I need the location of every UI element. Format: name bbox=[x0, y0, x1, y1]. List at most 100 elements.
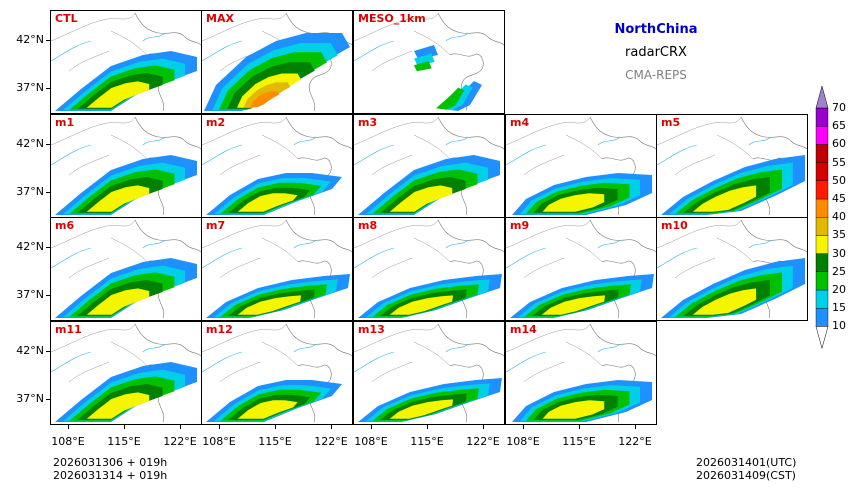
panel-label: m12 bbox=[206, 323, 233, 336]
panel-label: m13 bbox=[358, 323, 385, 336]
colorbar-level-label: 65 bbox=[832, 119, 846, 133]
latitude-tick-label: 42°N bbox=[16, 33, 44, 46]
province-border bbox=[506, 219, 603, 279]
longitude-tick-label: 108°E bbox=[354, 435, 388, 448]
reflectivity-area bbox=[389, 399, 454, 419]
reflectivity-area bbox=[86, 288, 150, 315]
longitude-tick bbox=[219, 425, 220, 429]
river bbox=[51, 239, 166, 269]
colorbar-level-label: 40 bbox=[832, 210, 846, 224]
panel-label: m11 bbox=[55, 323, 82, 336]
init-time-block: 2026031306 + 019h 2026031314 + 019h bbox=[53, 456, 167, 482]
region-title: NorthChina bbox=[614, 22, 698, 37]
radar-map bbox=[51, 116, 201, 216]
longitude-tick-label: 122°E bbox=[314, 435, 348, 448]
radar-map bbox=[354, 323, 504, 423]
longitude-tick-label: 115°E bbox=[410, 435, 444, 448]
panel-label: m10 bbox=[661, 219, 688, 232]
longitude-tick-label: 108°E bbox=[51, 435, 85, 448]
river bbox=[202, 343, 317, 373]
colorbar-level-label: 60 bbox=[832, 137, 846, 151]
province-border bbox=[506, 116, 603, 176]
panel-m4: m4 bbox=[505, 114, 657, 218]
river bbox=[354, 239, 469, 269]
panel-label: m4 bbox=[510, 116, 530, 129]
river bbox=[51, 136, 166, 166]
reflectivity-area bbox=[86, 185, 150, 212]
province-border bbox=[51, 116, 148, 176]
river bbox=[506, 343, 621, 373]
longitude-tick bbox=[371, 425, 372, 429]
colorbar-level-label: 10 bbox=[832, 319, 846, 333]
longitude-tick bbox=[579, 425, 580, 429]
province-border bbox=[354, 116, 451, 176]
reflectivity-area bbox=[250, 91, 280, 107]
radar-map bbox=[354, 219, 504, 319]
colorbar-level-label: 45 bbox=[832, 192, 846, 205]
latitude-tick bbox=[46, 192, 50, 193]
river bbox=[202, 136, 317, 166]
river bbox=[202, 239, 317, 269]
panel-label: m5 bbox=[661, 116, 681, 129]
colorbar-segment bbox=[815, 144, 829, 163]
panel-m12: m12 bbox=[201, 321, 353, 425]
colorbar bbox=[815, 85, 829, 350]
panel-label: m14 bbox=[510, 323, 537, 336]
colorbar-level-label: 25 bbox=[832, 264, 846, 278]
longitude-tick bbox=[427, 425, 428, 429]
panel-label: m9 bbox=[510, 219, 530, 232]
latitude-tick-label: 37°N bbox=[16, 81, 44, 94]
panel-label: MAX bbox=[206, 12, 234, 25]
province-border bbox=[202, 219, 299, 279]
colorbar-level-label: 15 bbox=[832, 301, 846, 315]
latitude-tick-label: 42°N bbox=[16, 344, 44, 357]
panel-m14: m14 bbox=[505, 321, 657, 425]
river bbox=[354, 32, 469, 62]
longitude-tick-label: 122°E bbox=[163, 435, 197, 448]
province-border bbox=[51, 323, 148, 383]
colorbar-segment bbox=[815, 126, 829, 145]
province-border bbox=[51, 219, 148, 279]
panel-m11: m11 bbox=[50, 321, 202, 425]
colorbar-segment bbox=[815, 235, 829, 254]
radar-map bbox=[202, 219, 352, 319]
longitude-tick-label: 122°E bbox=[618, 435, 652, 448]
reflectivity-area bbox=[541, 295, 606, 315]
latitude-tick-label: 42°N bbox=[16, 240, 44, 253]
reflectivity-area bbox=[86, 392, 150, 419]
colorbar-level-label: 20 bbox=[832, 283, 846, 296]
reflectivity-area bbox=[389, 295, 454, 315]
radar-map bbox=[657, 116, 807, 216]
init-time-line2: 2026031314 + 019h bbox=[53, 469, 168, 482]
longitude-tick bbox=[331, 425, 332, 429]
longitude-tick bbox=[635, 425, 636, 429]
colorbar-level-label: 35 bbox=[832, 228, 846, 242]
colorbar-max-extend bbox=[815, 85, 829, 109]
panel-label: m7 bbox=[206, 219, 226, 232]
latitude-tick bbox=[46, 351, 50, 352]
panel-m6: m6 bbox=[50, 217, 202, 321]
panel-m8: m8 bbox=[353, 217, 505, 321]
colorbar-segment bbox=[815, 289, 829, 309]
longitude-tick bbox=[483, 425, 484, 429]
latitude-tick-label: 37°N bbox=[16, 392, 44, 405]
panel-m3: m3 bbox=[353, 114, 505, 218]
system-title: CMA-REPS bbox=[625, 68, 687, 82]
river bbox=[354, 343, 469, 373]
longitude-tick bbox=[523, 425, 524, 429]
panel-m5: m5 bbox=[656, 114, 808, 218]
radar-map bbox=[51, 323, 201, 423]
colorbar-level-label: 50 bbox=[832, 173, 846, 187]
init-time-line1: 2026031306 + 019h bbox=[53, 456, 168, 469]
radar-map bbox=[202, 12, 352, 112]
province-border bbox=[506, 323, 603, 383]
river bbox=[657, 239, 772, 269]
radar-map bbox=[354, 12, 504, 112]
latitude-tick bbox=[46, 399, 50, 400]
province-border bbox=[354, 323, 451, 383]
colorbar-segment bbox=[815, 271, 829, 291]
reflectivity-area bbox=[86, 81, 150, 108]
panel-label: m8 bbox=[358, 219, 378, 232]
colorbar-segment bbox=[815, 216, 829, 236]
reflectivity-area bbox=[237, 400, 298, 419]
